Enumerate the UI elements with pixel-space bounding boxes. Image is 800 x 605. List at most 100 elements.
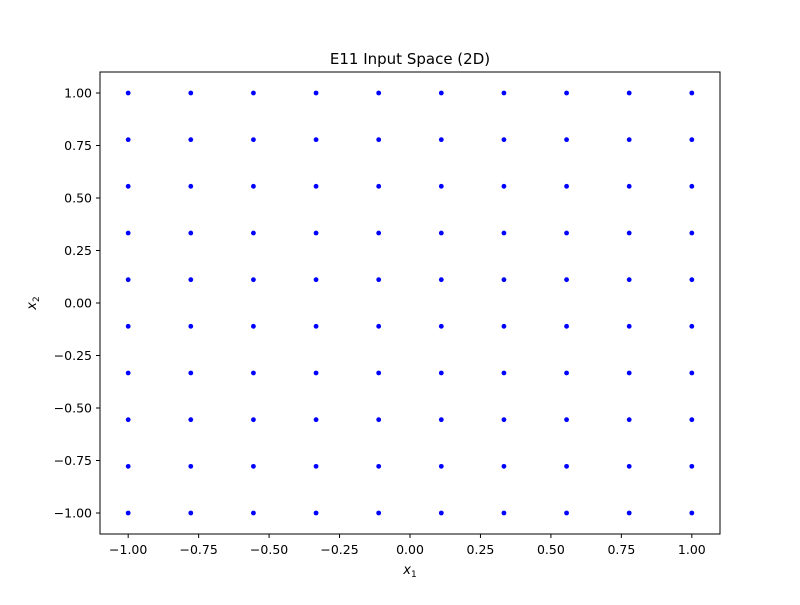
- plot-frame: [99, 71, 721, 535]
- data-point: [376, 183, 382, 189]
- data-point: [313, 230, 319, 236]
- data-point: [376, 230, 382, 236]
- data-point: [188, 323, 194, 329]
- data-point: [251, 510, 256, 516]
- data-point: [376, 323, 382, 329]
- data-point: [689, 510, 695, 516]
- data-point: [376, 137, 382, 143]
- data-point: [125, 90, 131, 96]
- data-point: [251, 463, 256, 469]
- data-point: [313, 277, 319, 283]
- x-tick-label: 0.25: [467, 542, 495, 557]
- data-point: [501, 230, 507, 236]
- x-axis-label: x1: [402, 563, 416, 580]
- data-point: [626, 463, 632, 469]
- data-point: [564, 510, 569, 516]
- data-point: [564, 230, 569, 236]
- data-point: [376, 463, 382, 469]
- data-point: [564, 137, 569, 143]
- x-tick-label: 1.00: [678, 542, 706, 557]
- data-point: [438, 230, 444, 236]
- data-point: [125, 323, 131, 329]
- data-point: [251, 277, 256, 283]
- data-point: [125, 230, 131, 236]
- x-tick-label: −0.25: [320, 542, 358, 557]
- data-point: [626, 323, 632, 329]
- data-point: [125, 137, 131, 143]
- data-point: [125, 183, 131, 189]
- data-point: [251, 370, 256, 376]
- data-point: [689, 183, 695, 189]
- data-point: [626, 230, 632, 236]
- data-point: [689, 90, 695, 96]
- data-point: [564, 463, 569, 469]
- data-point: [376, 370, 382, 376]
- data-point: [251, 230, 256, 236]
- y-axis-ticks: −1.00 −0.75 −0.50 −0.25 0.00 0.25 0.50 0.75 1.00: [54, 86, 100, 521]
- y-tick-label: 0.00: [64, 296, 92, 311]
- data-point: [313, 137, 319, 143]
- data-point: [564, 417, 569, 423]
- data-point: [125, 370, 131, 376]
- data-point: [626, 370, 632, 376]
- data-point: [438, 417, 444, 423]
- data-point: [501, 510, 507, 516]
- data-point: [689, 417, 695, 423]
- data-point: [438, 323, 444, 329]
- data-point: [251, 183, 256, 189]
- data-point: [125, 277, 131, 283]
- data-point: [313, 417, 319, 423]
- data-point: [188, 417, 194, 423]
- data-point: [689, 323, 695, 329]
- data-point: [438, 277, 444, 283]
- y-tick-label: 1.00: [64, 86, 92, 101]
- data-point: [438, 463, 444, 469]
- y-axis-label: x2: [25, 296, 42, 310]
- data-point: [626, 183, 632, 189]
- data-point: [438, 370, 444, 376]
- data-point: [125, 510, 131, 516]
- data-point: [376, 417, 382, 423]
- data-point: [376, 277, 382, 283]
- data-point: [626, 417, 632, 423]
- chart-title: E11 Input Space (2D): [330, 50, 490, 68]
- data-point: [376, 510, 382, 516]
- data-point: [501, 370, 507, 376]
- data-point: [438, 137, 444, 143]
- data-point: [188, 137, 194, 143]
- data-point: [501, 417, 507, 423]
- data-point: [501, 90, 507, 96]
- data-point: [313, 183, 319, 189]
- x-tick-label: 0.50: [537, 542, 565, 557]
- data-point: [689, 137, 695, 143]
- data-point: [125, 463, 131, 469]
- y-tick-label: 0.75: [64, 138, 92, 153]
- data-point: [313, 510, 319, 516]
- data-point: [188, 370, 194, 376]
- data-point: [188, 510, 194, 516]
- data-point: [438, 510, 444, 516]
- data-point: [251, 323, 256, 329]
- data-point: [501, 137, 507, 143]
- data-point: [438, 90, 444, 96]
- x-tick-label: −0.75: [179, 542, 217, 557]
- y-tick-label: 0.50: [64, 191, 92, 206]
- y-tick-label: −0.50: [54, 401, 92, 416]
- data-point: [438, 183, 444, 189]
- data-point: [376, 90, 382, 96]
- y-tick-label: −0.25: [54, 348, 92, 363]
- data-point: [626, 510, 632, 516]
- data-point: [251, 90, 256, 96]
- x-tick-label: 0.00: [396, 542, 424, 557]
- data-point: [689, 277, 695, 283]
- data-point: [125, 417, 131, 423]
- data-point: [564, 183, 569, 189]
- x-axis-ticks: −1.00 −0.75 −0.50 −0.25 0.00 0.25 0.50 0.75 1.00: [109, 534, 706, 557]
- data-point: [501, 277, 507, 283]
- data-point: [501, 323, 507, 329]
- x-tick-label: −1.00: [109, 542, 147, 557]
- data-point: [564, 323, 569, 329]
